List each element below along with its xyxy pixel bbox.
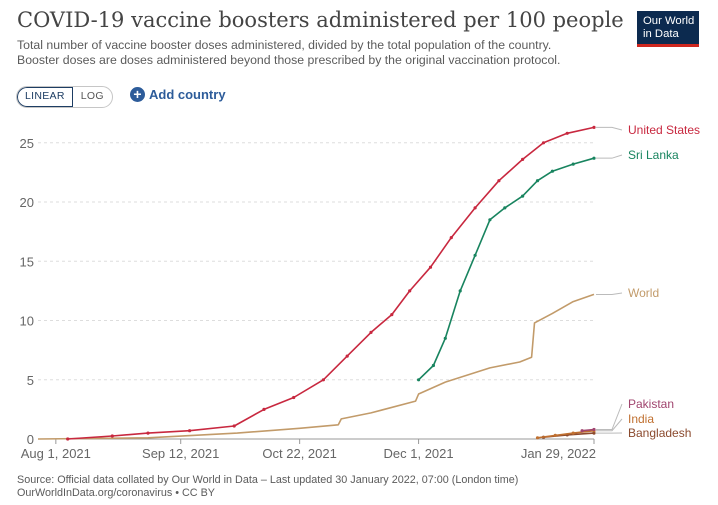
- y-tick-label: 10: [20, 314, 34, 329]
- data-point: [232, 424, 236, 428]
- x-tick-label: Jan 29, 2022: [521, 446, 596, 461]
- data-point: [345, 354, 349, 358]
- subtitle-line-2: Booster doses are doses administered bey…: [17, 53, 561, 67]
- x-tick-label: Sep 12, 2021: [142, 446, 219, 461]
- data-point: [473, 206, 477, 210]
- owid-logo[interactable]: Our World in Data: [637, 11, 699, 47]
- logo-line-2: in Data: [643, 28, 679, 40]
- label-leader-line: [596, 403, 623, 431]
- data-point: [146, 431, 150, 435]
- label-leader-line: [596, 154, 623, 159]
- data-point: [550, 169, 555, 173]
- data-point: [535, 436, 540, 440]
- data-point: [488, 218, 492, 222]
- series-line-sri-lanka: [418, 157, 595, 381]
- label-leader-line: [596, 126, 623, 131]
- data-point: [571, 431, 575, 435]
- chart-subtitle: Total number of vaccine booster doses ad…: [17, 38, 607, 68]
- add-country-button[interactable]: + Add country: [130, 87, 226, 102]
- series-end-label: Bangladesh: [628, 426, 691, 440]
- license-note: OurWorldInData.org/coronavirus • CC BY: [17, 487, 215, 499]
- scale-toggle: LINEAR LOG: [16, 86, 113, 108]
- y-tick-label: 25: [20, 136, 34, 151]
- data-point: [592, 431, 596, 435]
- line-chart: 0 5 10 15 20 25 Aug 1, 2021 Sep 12, 2021 Oct 22,…: [20, 123, 701, 461]
- y-tick-label: 15: [20, 254, 34, 269]
- data-point: [458, 289, 462, 293]
- add-country-label: Add country: [149, 87, 226, 102]
- data-point: [571, 162, 575, 166]
- data-point: [580, 429, 584, 433]
- data-point: [390, 313, 394, 317]
- data-point: [66, 437, 70, 441]
- data-point: [521, 157, 525, 161]
- data-point: [521, 194, 525, 198]
- data-point: [592, 125, 596, 129]
- series-end-label: Pakistan: [628, 397, 674, 411]
- data-point: [408, 289, 412, 293]
- x-tick-label: Oct 22, 2021: [262, 446, 336, 461]
- chart-title: COVID-19 vaccine boosters administered p…: [17, 8, 624, 32]
- data-point: [321, 378, 325, 382]
- data-point: [473, 253, 477, 257]
- chart-footer: Source: Official data collated by Our Wo…: [17, 474, 518, 500]
- data-point: [262, 407, 266, 411]
- data-point: [443, 336, 447, 340]
- label-leader-line: [596, 292, 623, 295]
- data-point: [592, 156, 596, 160]
- label-leader-line: [596, 418, 623, 432]
- series-end-label: Sri Lanka: [628, 148, 679, 162]
- series-line-world: [37, 293, 595, 440]
- y-tick-label: 20: [20, 195, 34, 210]
- data-point: [428, 265, 433, 269]
- data-point: [449, 236, 453, 240]
- data-point: [369, 330, 373, 334]
- x-tick-label: Dec 1, 2021: [384, 446, 454, 461]
- data-point: [535, 179, 540, 183]
- series-line-india: [537, 429, 595, 439]
- subtitle-line-1: Total number of vaccine booster doses ad…: [17, 38, 552, 52]
- plus-icon: +: [130, 87, 145, 102]
- y-tick-label: 0: [27, 432, 34, 447]
- data-point: [110, 434, 114, 438]
- data-point: [431, 363, 435, 368]
- y-tick-label: 5: [27, 373, 34, 388]
- series-end-label: World: [628, 286, 659, 300]
- data-point: [553, 433, 557, 437]
- log-scale-button[interactable]: LOG: [80, 90, 104, 102]
- source-note: Source: Official data collated by Our Wo…: [17, 474, 519, 486]
- data-point: [565, 131, 569, 135]
- series-end-label: India: [628, 412, 654, 426]
- data-point: [592, 427, 596, 432]
- series-line-pakistan: [582, 428, 595, 432]
- x-tick-label: Aug 1, 2021: [21, 446, 91, 461]
- logo-line-1: Our World: [643, 15, 695, 27]
- data-point: [417, 378, 421, 382]
- data-point: [188, 429, 192, 433]
- linear-scale-button[interactable]: LINEAR: [17, 87, 73, 107]
- data-point: [503, 206, 507, 210]
- data-point: [541, 141, 546, 145]
- series-line-united-states: [67, 126, 595, 440]
- data-point: [292, 395, 296, 400]
- data-point: [497, 179, 501, 183]
- series-end-label: United States: [628, 123, 700, 137]
